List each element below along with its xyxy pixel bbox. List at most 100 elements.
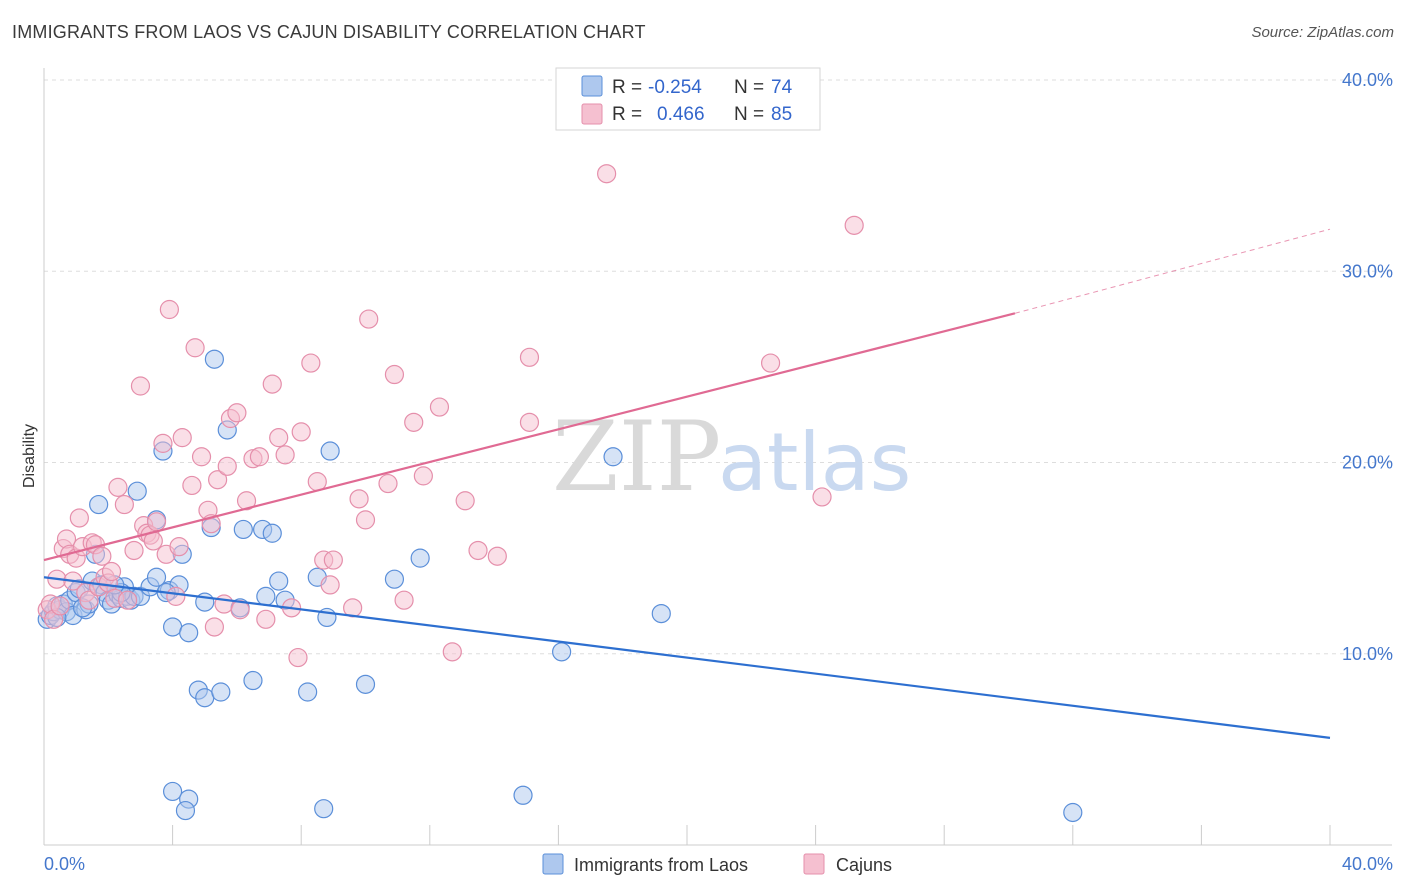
x-tick-label-0: 0.0% [44,854,85,874]
cajun-point-84 [844,215,864,235]
cajun-point-17 [92,546,112,566]
bottom-legend-swatch-laos [542,853,564,875]
laos-point-44 [211,682,231,702]
cajun-point-64 [323,550,343,570]
cajun-point-83 [812,487,832,507]
legend-n-label-cajuns: N = [734,104,764,125]
bottom-legend: Immigrants from Laos Cajuns [542,853,892,875]
laos-point-54 [298,682,318,702]
legend-r-label-cajuns: R = [612,104,642,125]
cajun-point-75 [442,642,462,662]
cajun-point-35 [166,586,186,606]
laos-point-50 [256,586,276,606]
y-tick-label-2: 30.0% [1342,261,1393,281]
cajun-point-38 [182,475,202,496]
cajun-point-22 [108,477,128,497]
laos-point-41 [195,688,215,708]
source-label: Source: ZipAtlas.com [1251,24,1394,41]
cajun-point-67 [355,510,376,530]
legend-box: R = -0.254 N = 74 R = 0.466 N = 85 [555,67,821,131]
cajun-point-55 [269,428,289,448]
cajun-point-31 [146,512,167,532]
legend-n-value-laos: 74 [771,77,793,98]
laos-point-61 [552,642,572,662]
laos-point-67 [513,785,533,805]
laos-point-43 [204,349,224,369]
series-cajuns-points [37,164,864,668]
cajun-point-77 [468,540,488,561]
x-tick-labels: 0.0% 40.0% [44,854,1393,874]
cajun-point-53 [256,609,276,629]
laos-point-63 [651,603,671,624]
trend-line-cajuns [43,312,1016,562]
laos-point-57 [320,441,340,461]
y-tick-label-3: 40.0% [1342,70,1393,90]
laos-point-29 [146,567,167,587]
cajun-point-37 [172,428,192,448]
bottom-legend-swatch-cajuns [803,853,825,875]
cajun-point-59 [291,422,311,442]
laos-point-73 [175,800,196,821]
cajun-point-26 [130,376,151,396]
cajun-point-4 [50,596,70,616]
cajun-point-32 [153,433,173,453]
cajun-point-25 [124,540,144,561]
laos-point-64 [163,781,183,802]
laos-point-58 [355,674,376,694]
cajun-point-78 [487,546,507,566]
gridlines [44,79,1392,655]
x-tick-label-1: 40.0% [1342,854,1393,874]
y-tick-labels: 10.0% 20.0% 30.0% 40.0% [1342,70,1393,664]
cajun-point-40 [191,447,212,467]
laos-point-47 [233,519,253,540]
laos-point-68 [1063,802,1083,823]
cajun-point-70 [384,364,405,385]
cajun-point-45 [214,594,234,614]
cajun-point-39 [185,338,205,358]
y-axis-label: Disability [21,424,38,488]
cajun-point-24 [117,590,138,610]
cajun-point-20 [101,561,122,582]
trend-line-laos [43,576,1331,739]
cajun-point-69 [378,473,398,494]
cajun-point-80 [519,412,540,432]
cajun-point-44 [208,470,228,490]
cajun-point-52 [249,447,270,467]
cajun-point-56 [275,445,295,465]
cajun-point-13 [79,590,99,610]
laos-point-48 [243,670,263,691]
laos-point-52 [269,571,289,591]
laos-point-66 [314,799,334,819]
laos-point-59 [384,569,405,589]
chart-title: IMMIGRANTS FROM LAOS VS CAJUN DISABILITY… [12,22,646,42]
cajun-point-58 [288,647,308,668]
trend-line-cajuns-extension [1014,228,1331,314]
laos-point-35 [163,617,183,637]
y-tick-label-1: 20.0% [1342,453,1393,473]
laos-point-62 [603,447,623,467]
laos-point-51 [262,523,282,543]
watermark: ZIP atlas [552,401,911,513]
y-tick-label-0: 10.0% [1342,644,1393,664]
cajun-point-23 [114,494,134,515]
cajun-point-46 [217,456,237,476]
cajun-point-43 [204,617,224,637]
cajun-point-71 [394,590,414,610]
cajun-point-72 [404,412,424,432]
cajun-point-81 [597,164,617,184]
cajun-point-48 [227,403,247,423]
legend-r-label-laos: R = [612,77,642,98]
cajun-point-76 [455,491,475,511]
legend-swatch-cajuns [581,103,603,125]
cajun-point-74 [429,397,450,417]
cajun-point-66 [349,489,369,509]
cajun-point-54 [262,374,282,394]
legend-n-value-cajuns: 85 [771,104,792,125]
bottom-legend-label-cajuns: Cajuns [836,855,892,875]
cajun-point-63 [320,575,340,595]
trend-lines [43,228,1331,739]
cajun-point-34 [159,299,179,320]
legend-swatch-laos [581,75,603,97]
axes [43,68,1392,846]
